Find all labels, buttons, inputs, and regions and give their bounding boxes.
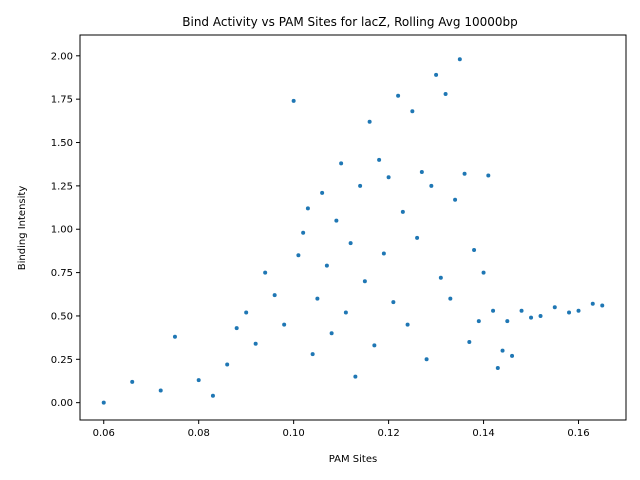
data-point [244, 310, 249, 315]
data-point [291, 98, 296, 103]
data-point [296, 253, 301, 258]
data-point [324, 263, 329, 268]
data-point [253, 341, 258, 346]
y-tick-label: 0.75 [51, 268, 73, 279]
y-tick-label: 0.50 [51, 311, 73, 322]
x-tick-label: 0.16 [567, 428, 589, 439]
data-point [282, 322, 287, 327]
data-point [438, 275, 443, 280]
y-axis-label: Binding Intensity [17, 186, 28, 271]
data-point [343, 310, 348, 315]
data-point [381, 251, 386, 256]
data-point [434, 72, 439, 77]
data-point [443, 91, 448, 96]
chart-title: Bind Activity vs PAM Sites for lacZ, Rol… [182, 15, 518, 29]
x-tick-label: 0.10 [283, 428, 305, 439]
data-point [538, 313, 543, 318]
plot-frame [79, 34, 627, 421]
y-axis-ticks: 0.00 0.25 0.50 0.75 1.00 1.25 1.50 1.75 2.00 [51, 51, 80, 409]
data-point [429, 183, 434, 188]
data-point [453, 197, 458, 202]
data-point [320, 190, 325, 195]
data-point [457, 57, 462, 62]
data-point [334, 218, 339, 223]
data-point [505, 319, 510, 324]
data-point [315, 296, 320, 301]
data-point [358, 183, 363, 188]
data-point [263, 270, 268, 275]
data-point [462, 171, 467, 176]
y-tick-label: 0.25 [51, 355, 73, 366]
data-point [305, 206, 310, 211]
data-point [419, 170, 424, 175]
data-point [339, 161, 344, 166]
x-tick-label: 0.08 [188, 428, 210, 439]
data-point [519, 308, 524, 313]
y-tick-label: 1.50 [51, 138, 73, 149]
data-points [101, 57, 605, 405]
data-point [491, 308, 496, 313]
x-axis-ticks: 0.06 0.08 0.10 0.12 0.14 0.16 [93, 420, 590, 439]
data-point [567, 310, 572, 315]
data-point [367, 119, 372, 124]
data-point [377, 157, 382, 162]
data-point [415, 235, 420, 240]
y-tick-label: 0.00 [51, 398, 73, 409]
data-point [234, 326, 239, 331]
data-point [348, 241, 353, 246]
data-point [424, 357, 429, 362]
data-point [576, 308, 581, 313]
data-point [301, 230, 306, 235]
x-tick-label: 0.12 [377, 428, 399, 439]
data-point [158, 388, 163, 393]
data-point [510, 353, 515, 358]
data-point [529, 315, 534, 320]
data-point [486, 173, 491, 178]
data-point [405, 322, 410, 327]
data-point [600, 303, 605, 308]
data-point [481, 270, 486, 275]
data-point [329, 331, 334, 336]
data-point [500, 348, 505, 353]
data-point [225, 362, 230, 367]
data-point [272, 293, 277, 298]
data-point [448, 296, 453, 301]
data-point [391, 300, 396, 305]
data-point [410, 109, 415, 114]
x-axis-label: PAM Sites [329, 454, 377, 465]
data-point [310, 352, 315, 357]
data-point [400, 209, 405, 214]
data-point [196, 378, 201, 383]
data-point [396, 93, 401, 98]
data-point [386, 175, 391, 180]
data-point [495, 365, 500, 370]
data-point [472, 248, 477, 253]
x-tick-label: 0.06 [93, 428, 115, 439]
data-point [476, 319, 481, 324]
data-point [362, 279, 367, 284]
x-tick-label: 0.14 [472, 428, 494, 439]
data-point [172, 334, 177, 339]
data-point [353, 374, 358, 379]
data-point [130, 379, 135, 384]
y-tick-label: 1.75 [51, 95, 73, 106]
data-point [101, 400, 106, 405]
data-point [467, 339, 472, 344]
y-tick-label: 2.00 [51, 51, 73, 62]
y-tick-label: 1.00 [51, 225, 73, 236]
data-point [552, 305, 557, 310]
data-point [372, 343, 377, 348]
plot-area [80, 35, 626, 420]
data-point [590, 301, 595, 306]
y-tick-label: 1.25 [51, 181, 73, 192]
data-point [210, 393, 215, 398]
